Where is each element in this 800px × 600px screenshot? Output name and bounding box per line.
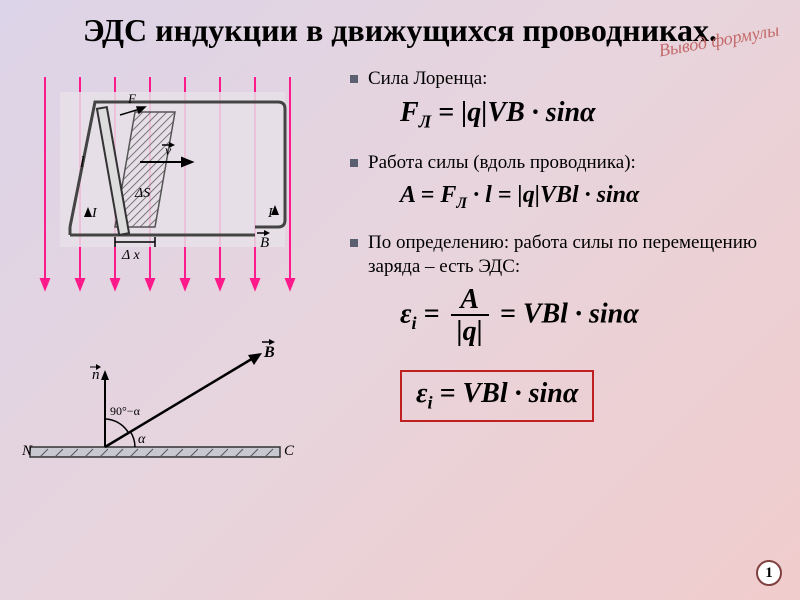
bullet-text-3: По определению: работа силы по перемещен…	[368, 231, 780, 280]
N-label: N	[21, 443, 33, 459]
page-number: 1	[756, 560, 782, 586]
dx-label: Δ x	[121, 248, 140, 263]
formula-boxed: εi = VBl · sinα	[400, 370, 594, 422]
bullet-icon	[350, 239, 358, 247]
bullet-emf: По определению: работа силы по перемещен…	[350, 231, 780, 280]
angle-diagram: N C n B α 90°−α	[20, 337, 300, 477]
bullet-work: Работа силы (вдоль проводника):	[350, 151, 780, 176]
F-label: F	[127, 91, 137, 106]
formula-lorentz: FЛ = |q|VB · sinα	[400, 97, 780, 133]
formula-work: A = FЛ · l = |q|VBl · sinα	[400, 182, 780, 213]
B-label: B	[260, 235, 269, 251]
bullet-icon	[350, 75, 358, 83]
field-arrow-icon	[41, 77, 49, 289]
conductor-diagram: v F l I I ΔS Δ x	[20, 67, 320, 297]
B-vec-label: B	[263, 344, 275, 361]
bullet-icon	[350, 159, 358, 167]
content-area: v F l I I ΔS Δ x	[0, 57, 800, 487]
left-column: v F l I I ΔS Δ x	[20, 67, 340, 477]
dS-label: ΔS	[134, 186, 150, 201]
formula-emf: εi = A |q| = VBl · sinα	[400, 286, 780, 346]
bullet-lorentz: Сила Лоренца:	[350, 67, 780, 92]
alpha-label: α	[138, 432, 146, 447]
right-column: Сила Лоренца: FЛ = |q|VB · sinα Работа с…	[340, 67, 780, 477]
bullet-text-1: Сила Лоренца:	[368, 67, 487, 92]
bullet-text-2: Работа силы (вдоль проводника):	[368, 151, 636, 176]
C-label: C	[284, 443, 295, 459]
n-label: n	[92, 367, 100, 383]
angle90-label: 90°−α	[110, 404, 141, 418]
l-label: l	[80, 154, 85, 171]
